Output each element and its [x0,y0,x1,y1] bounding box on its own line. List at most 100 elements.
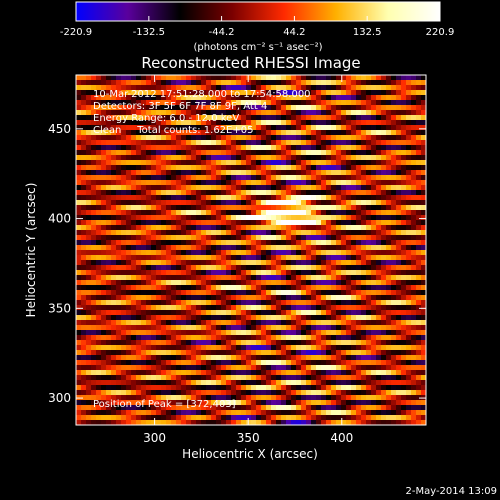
heatmap-cell [321,280,327,286]
heatmap-cell [116,345,122,351]
heatmap-cell [341,370,347,376]
heatmap-cell [106,385,112,391]
heatmap-cell [191,285,197,291]
heatmap-cell [86,75,92,81]
heatmap-cell [121,160,127,166]
heatmap-cell [276,295,282,301]
heatmap-cell [291,200,297,206]
heatmap-cell [101,100,107,106]
heatmap-cell [221,210,227,216]
heatmap-cell [421,275,426,281]
heatmap-cell [406,270,412,276]
heatmap-cell [86,355,92,361]
heatmap-cell [306,250,312,256]
heatmap-cell [146,380,152,386]
heatmap-cell [321,385,327,391]
heatmap-cell [91,235,97,241]
heatmap-cell [381,360,387,366]
heatmap-cell [316,410,322,416]
heatmap-cell [166,115,172,121]
x-tick-label: 300 [143,431,166,445]
heatmap-cell [186,80,192,86]
heatmap-cell [406,170,412,176]
heatmap-cell [146,305,152,311]
heatmap-cell [406,295,412,301]
heatmap-cell [126,140,132,146]
heatmap-cell [211,310,217,316]
heatmap-cell [176,175,182,181]
heatmap-cell [76,245,82,251]
heatmap-cell [416,80,422,86]
heatmap-cell [401,195,407,201]
heatmap-cell [356,305,362,311]
heatmap-cell [386,210,392,216]
heatmap-cell [416,165,422,171]
heatmap-cell [321,95,327,101]
heatmap-cell [286,80,292,86]
heatmap-cell [221,305,227,311]
heatmap-cell [306,365,312,371]
heatmap-cell [281,240,287,246]
heatmap-cell [116,340,122,346]
heatmap-cell [406,95,412,101]
heatmap-cell [121,205,127,211]
heatmap-cell [81,140,87,146]
heatmap-cell [251,360,257,366]
heatmap-cell [256,320,262,326]
heatmap-cell [106,170,112,176]
heatmap-cell [231,310,237,316]
heatmap-cell [386,260,392,266]
heatmap-cell [346,315,352,321]
heatmap-cell [131,340,137,346]
heatmap-cell [246,300,252,306]
heatmap-cell [196,105,202,111]
heatmap-cell [406,375,412,381]
heatmap-cell [166,200,172,206]
heatmap-cell [356,310,362,316]
heatmap-cell [176,125,182,131]
heatmap-cell [256,370,262,376]
heatmap-cell [261,100,267,106]
heatmap-cell [201,115,207,121]
heatmap-cell [126,405,132,411]
heatmap-cell [271,355,277,361]
heatmap-cell [386,410,392,416]
heatmap-cell [401,355,407,361]
heatmap-cell [146,265,152,271]
heatmap-cell [136,375,142,381]
heatmap-cell [386,230,392,236]
heatmap-cell [256,165,262,171]
heatmap-cell [121,130,127,136]
colorbar [75,1,441,22]
heatmap-cell [296,290,302,296]
heatmap-cell [296,385,302,391]
heatmap-cell [316,240,322,246]
heatmap-cell [291,100,297,106]
heatmap-cell [376,205,382,211]
heatmap-cell [86,310,92,316]
heatmap-cell [241,270,247,276]
heatmap-cell [196,380,202,386]
heatmap-cell [96,75,102,81]
heatmap-cell [341,145,347,151]
heatmap-cell [271,205,277,211]
heatmap-cell [176,330,182,336]
heatmap-cell [211,110,217,116]
heatmap-cell [321,185,327,191]
heatmap-cell [161,95,167,101]
heatmap-cell [86,100,92,106]
heatmap-cell [111,250,117,256]
heatmap-cell [341,270,347,276]
heatmap-cell [276,105,282,111]
heatmap-cell [76,255,82,261]
heatmap-cell [156,260,162,266]
heatmap-cell [151,215,157,221]
heatmap-cell [296,140,302,146]
heatmap-cell [211,285,217,291]
heatmap-cell [191,375,197,381]
heatmap-cell [316,215,322,221]
heatmap-cell [236,135,242,141]
heatmap-cell [176,105,182,111]
heatmap-cell [91,245,97,251]
heatmap-cell [126,380,132,386]
